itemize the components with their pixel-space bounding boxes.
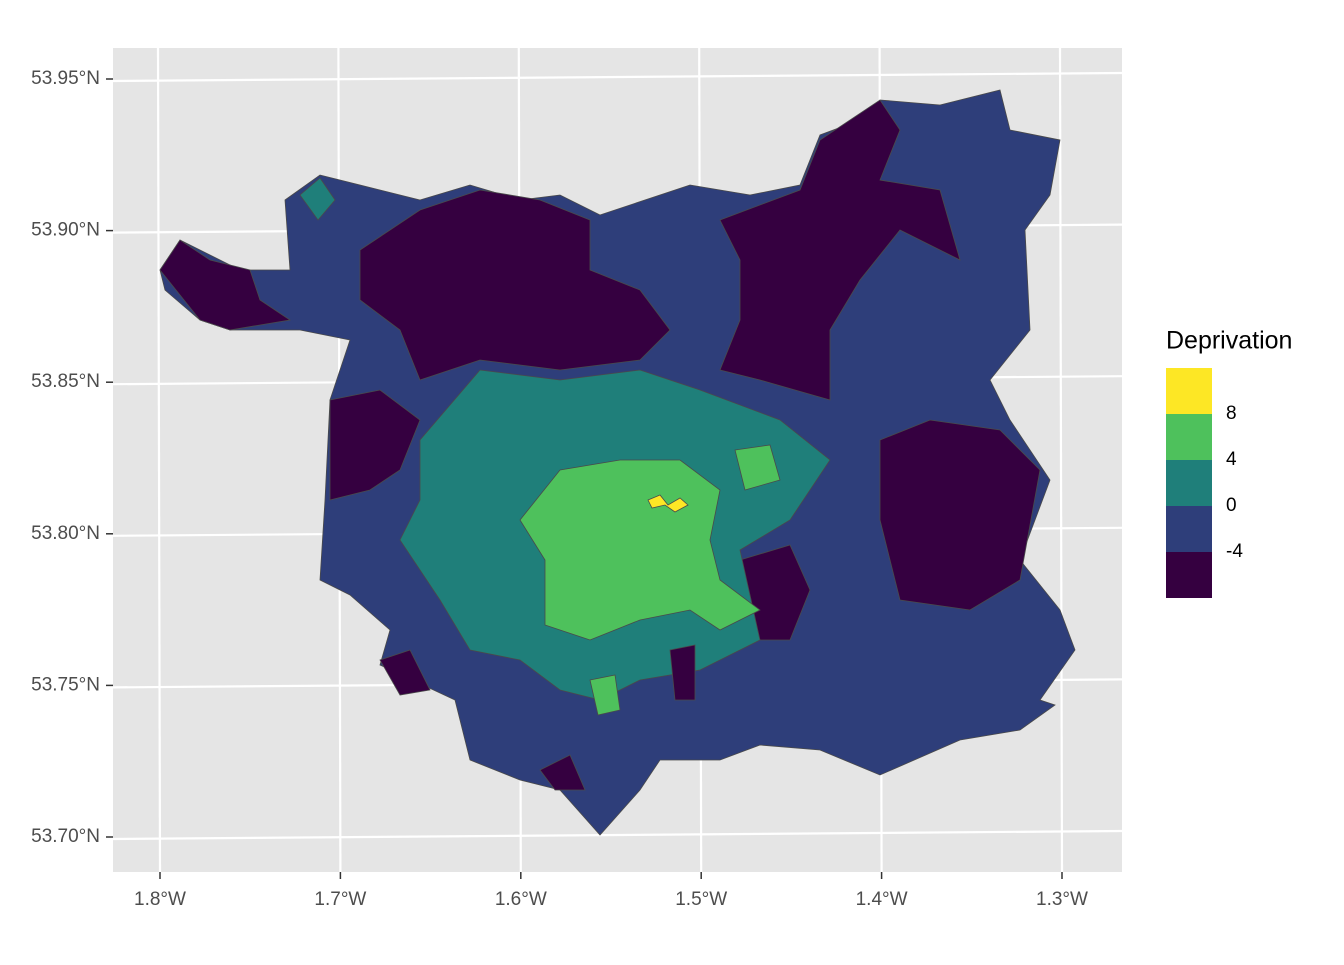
y-tick-label: 53.95°N	[31, 68, 100, 89]
region	[329, 389, 421, 501]
legend-label: 4	[1226, 449, 1237, 470]
region	[589, 674, 621, 716]
x-tick-label: 1.6°W	[495, 889, 547, 910]
legend-swatch	[1166, 552, 1212, 598]
x-tick-label: 1.5°W	[675, 889, 727, 910]
x-tick-label: 1.3°W	[1036, 889, 1088, 910]
legend-swatch	[1166, 368, 1212, 414]
axes: 53.95°N 53.90°N 53.85°N 53.80°N 53.75°N 53.70…	[31, 68, 1088, 910]
regions	[159, 89, 1076, 836]
legend-label: 8	[1226, 403, 1237, 424]
grid-line	[112, 829, 1123, 841]
region	[879, 419, 1041, 611]
grid-line	[112, 71, 1123, 83]
legend: Deprivation 8 4 0 -4	[1166, 327, 1292, 598]
region	[359, 189, 671, 381]
legend-label: -4	[1226, 541, 1243, 562]
grid-line	[156, 47, 162, 873]
region	[299, 177, 336, 221]
region	[519, 459, 761, 641]
y-tick-label: 53.80°N	[31, 523, 100, 544]
region	[719, 99, 961, 401]
legend-title: Deprivation	[1166, 327, 1292, 355]
y-tick-label: 53.70°N	[31, 826, 100, 847]
y-tick-label: 53.90°N	[31, 220, 100, 241]
legend-swatch	[1166, 414, 1212, 460]
x-tick-label: 1.8°W	[134, 889, 186, 910]
y-tick-label: 53.85°N	[31, 371, 100, 392]
region	[159, 239, 292, 331]
region	[379, 649, 431, 696]
x-tick-label: 1.7°W	[314, 889, 366, 910]
grid-line	[1058, 47, 1064, 873]
region	[539, 754, 586, 791]
region	[669, 644, 696, 701]
y-tick-label: 53.75°N	[31, 674, 100, 695]
region	[734, 444, 781, 491]
legend-label: 0	[1226, 495, 1237, 516]
x-tick-label: 1.4°W	[856, 889, 908, 910]
legend-swatch	[1166, 506, 1212, 552]
region	[647, 494, 689, 513]
legend-swatch	[1166, 460, 1212, 506]
